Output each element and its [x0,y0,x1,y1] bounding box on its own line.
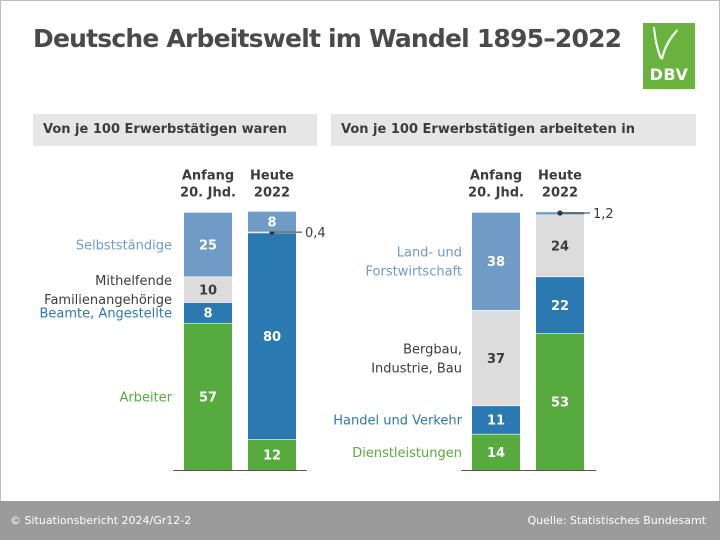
series-label-0-0: Arbeiter [119,390,172,405]
category-label-0-1: Heute 2022 [250,169,294,201]
series-label-0-3: Selbstständige [76,238,172,253]
category-label-1-1: Heute 2022 [538,169,582,201]
data-label-0-1-3: 8 [267,215,276,230]
category-label-0-0: Anfang 20. Jhd. [180,169,236,201]
data-label-1-1-1: 22 [551,299,569,314]
bar-segment-0-0-2 [184,276,232,303]
data-label-1-0-2: 37 [487,352,505,367]
data-label-0-1-2: 0,4 [305,226,326,241]
series-label-1-0: Dienstleistungen [352,446,462,461]
bar-segment-1-0-3 [472,212,520,311]
data-label-0-0-0: 57 [199,390,217,405]
footer-source: Quelle: Statistisches Bundesamt [527,514,706,527]
series-label-0-2: Mithelfende Familienangehörige [44,274,172,308]
series-label-0-1: Beamte, Angestellte [40,307,172,322]
logo-text: DBV [649,65,689,84]
data-label-0-0-2: 10 [199,283,217,298]
data-label-1-1-0: 53 [551,396,569,411]
bar-segment-1-1-0 [536,333,584,470]
category-label-1-0: Anfang 20. Jhd. [468,169,524,201]
data-label-0-1-0: 12 [263,449,281,464]
data-label-1-0-0: 14 [487,446,505,461]
bar-segment-0-0-0 [184,322,232,470]
footer-copyright: © Situationsbericht 2024/Gr12-2 [10,514,192,527]
bar-segment-1-0-2 [472,310,520,406]
panel-title-status: Von je 100 Erwerbstätigen waren [33,114,317,146]
bar-segment-1-0-1 [472,405,520,434]
panel-title-sector: Von je 100 Erwerbstätigen arbeiteten in [331,114,696,146]
bar-segment-0-0-1 [184,302,232,323]
data-label-0-1-1: 80 [263,330,281,345]
data-label-1-0-3: 38 [487,255,505,270]
data-label-1-1-2: 24 [551,240,569,255]
bar-segment-0-1-3 [248,210,296,232]
data-label-0-0-1: 8 [203,307,212,322]
bar-segment-1-0-0 [472,433,520,470]
series-label-1-1: Handel und Verkehr [333,414,462,429]
bar-segment-0-1-0 [248,439,296,470]
series-label-1-3: Land- und Forstwirtschaft [366,246,462,280]
wheat-stalk-icon [653,27,678,60]
data-label-1-1-3: 1,2 [593,207,614,222]
bar-segment-0-0-3 [184,212,232,277]
series-label-1-2: Bergbau, Industrie, Bau [371,342,462,376]
page-title: Deutsche Arbeitswelt im Wandel 1895–2022 [33,24,622,53]
data-label-1-0-1: 11 [487,414,505,429]
footer: © Situationsbericht 2024/Gr12-2 Quelle: … [0,501,720,540]
dbv-logo: DBV [643,23,695,89]
bar-segment-1-1-1 [536,276,584,334]
bar-segment-0-1-1 [248,232,296,440]
data-label-0-0-3: 25 [199,238,217,253]
bar-segment-1-1-2 [536,214,584,277]
